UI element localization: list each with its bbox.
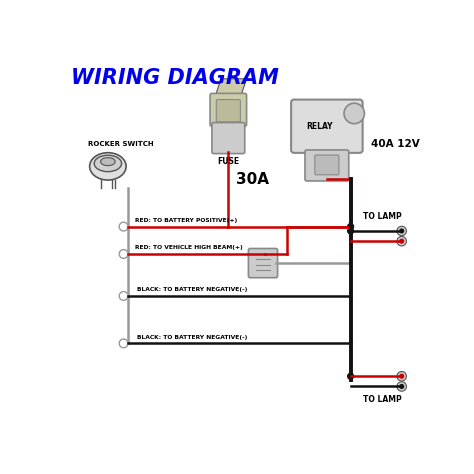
- Text: ROCKER SWITCH: ROCKER SWITCH: [88, 141, 154, 147]
- FancyBboxPatch shape: [212, 123, 245, 154]
- Circle shape: [347, 228, 354, 234]
- Text: WIRING DIAGRAM: WIRING DIAGRAM: [72, 68, 279, 88]
- Text: RED: TO BATTERY POSITIVE(+): RED: TO BATTERY POSITIVE(+): [135, 218, 237, 223]
- Circle shape: [397, 372, 406, 381]
- Circle shape: [399, 238, 404, 244]
- Text: BLACK: TO BATTERY NEGATIVE(-): BLACK: TO BATTERY NEGATIVE(-): [137, 287, 247, 292]
- Text: 30A: 30A: [236, 172, 269, 187]
- Ellipse shape: [94, 155, 121, 172]
- Text: TO LAMP: TO LAMP: [364, 212, 402, 221]
- Circle shape: [347, 374, 354, 379]
- FancyBboxPatch shape: [305, 150, 349, 181]
- Polygon shape: [216, 79, 246, 95]
- Circle shape: [399, 384, 404, 389]
- Circle shape: [399, 374, 404, 379]
- Circle shape: [344, 103, 365, 124]
- Text: 40A 12V: 40A 12V: [371, 139, 419, 149]
- Circle shape: [397, 237, 406, 246]
- Circle shape: [397, 382, 406, 391]
- FancyBboxPatch shape: [248, 248, 278, 278]
- Circle shape: [347, 224, 354, 229]
- Ellipse shape: [90, 153, 126, 180]
- Text: FUSE: FUSE: [217, 157, 239, 166]
- Text: RELAY: RELAY: [306, 122, 333, 131]
- FancyBboxPatch shape: [291, 100, 363, 153]
- FancyBboxPatch shape: [216, 100, 240, 122]
- FancyBboxPatch shape: [315, 155, 339, 175]
- Ellipse shape: [100, 158, 115, 165]
- FancyBboxPatch shape: [210, 93, 246, 126]
- Text: TO LAMP: TO LAMP: [364, 395, 402, 404]
- Circle shape: [397, 226, 406, 236]
- Text: BLACK: TO BATTERY NEGATIVE(-): BLACK: TO BATTERY NEGATIVE(-): [137, 335, 247, 340]
- Text: RED: TO VEHICLE HIGH BEAM(+): RED: TO VEHICLE HIGH BEAM(+): [135, 246, 243, 250]
- Circle shape: [399, 228, 404, 234]
